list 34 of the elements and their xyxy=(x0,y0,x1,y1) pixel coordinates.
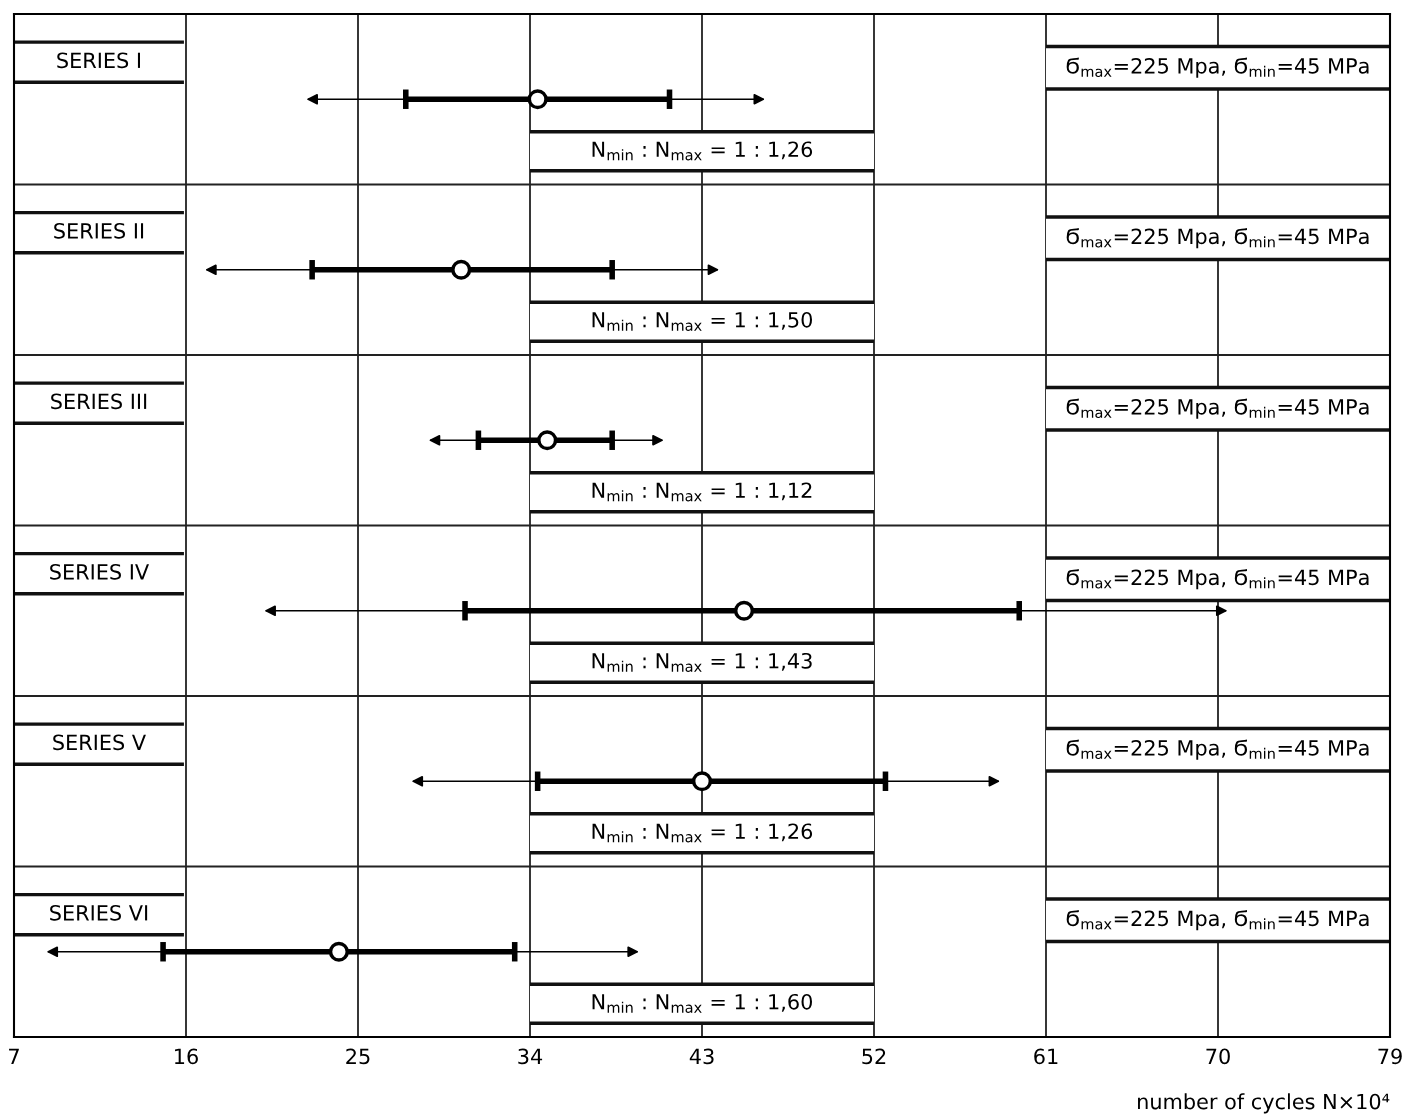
annotation: SERIES III xyxy=(51,393,147,410)
x-tick-label: 16 xyxy=(175,1048,198,1065)
point xyxy=(691,771,713,792)
point xyxy=(451,259,472,280)
annotation: SERIES V xyxy=(53,734,146,751)
annotation: N$_{min}$ : N$_{max}$ = 1 : 1,26 xyxy=(592,823,813,843)
annotation: N$_{min}$ : N$_{max}$ = 1 : 1,43 xyxy=(592,652,812,672)
x-axis-title: number of cycles N×10⁴ xyxy=(1138,1093,1390,1114)
annotation: Ϭ$_{max}$=225 Mpa, Ϭ$_{min}$=45 MPa xyxy=(1066,398,1369,419)
annotation: Ϭ$_{max}$=225 Mpa, Ϭ$_{min}$=45 MPa xyxy=(1066,57,1369,78)
point xyxy=(527,89,548,110)
annotation: SERIES I xyxy=(57,52,140,69)
annotation: N$_{min}$ : N$_{max}$ = 1 : 1,26 xyxy=(592,141,813,161)
point xyxy=(733,600,755,621)
annotation: N$_{min}$ : N$_{max}$ = 1 : 1,60 xyxy=(592,993,813,1013)
x-tick-label: 7 xyxy=(9,1048,19,1064)
annotation: SERIES II xyxy=(54,222,144,239)
annotation: N$_{min}$ : N$_{max}$ = 1 : 1,50 xyxy=(592,311,813,331)
x-tick-label: 79 xyxy=(1378,1048,1402,1065)
annotation: Ϭ$_{max}$=225 Mpa, Ϭ$_{min}$=45 MPa xyxy=(1066,228,1369,249)
annotation: Ϭ$_{max}$=225 Mpa, Ϭ$_{min}$=45 MPa xyxy=(1066,910,1369,931)
point xyxy=(537,430,558,451)
annotation: N$_{min}$ : N$_{max}$ = 1 : 1,12 xyxy=(592,482,812,502)
point xyxy=(328,941,349,962)
x-tick-label: 70 xyxy=(1206,1048,1230,1065)
x-tick-label: 61 xyxy=(1034,1048,1058,1065)
annotation: Ϭ$_{max}$=225 Mpa, Ϭ$_{min}$=45 MPa xyxy=(1066,739,1369,760)
annotation: SERIES VI xyxy=(50,904,148,921)
x-tick-label: 25 xyxy=(346,1048,370,1065)
x-tick-label: 52 xyxy=(862,1048,886,1065)
annotation: Ϭ$_{max}$=225 Mpa, Ϭ$_{min}$=45 MPa xyxy=(1066,569,1369,590)
x-tick-label: 43 xyxy=(689,1048,714,1065)
annotation: SERIES IV xyxy=(50,563,149,580)
x-tick-label: 34 xyxy=(518,1048,543,1065)
